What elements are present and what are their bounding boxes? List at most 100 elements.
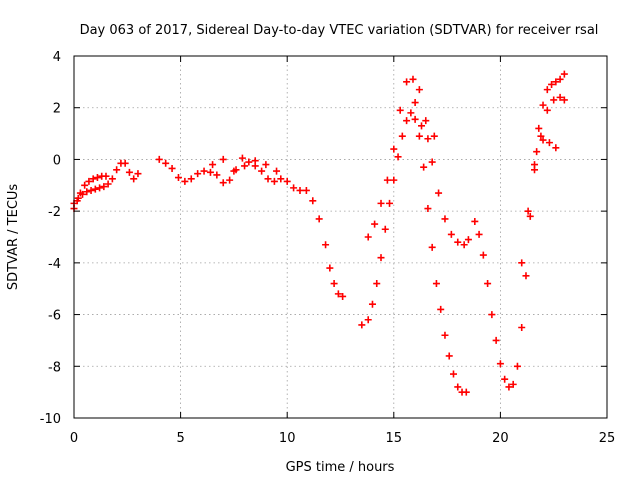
data-point [428, 243, 436, 251]
data-point [386, 199, 394, 207]
data-point [155, 155, 163, 163]
y-axis-label: SDTVAR / TECUs [6, 184, 21, 291]
data-point [479, 251, 487, 259]
data-point [330, 280, 338, 288]
y-tick-label: -2 [48, 205, 61, 220]
data-point [277, 175, 285, 183]
data-point [560, 70, 568, 78]
data-point [93, 174, 101, 182]
data-point [454, 383, 462, 391]
data-point [91, 185, 99, 193]
data-point [513, 362, 521, 370]
data-point [415, 132, 423, 140]
data-point [560, 96, 568, 104]
data-point [181, 177, 189, 185]
data-point [377, 199, 385, 207]
y-tick-label: -6 [48, 309, 61, 324]
data-point [364, 316, 372, 324]
data-point [475, 230, 483, 238]
data-point [130, 175, 138, 183]
data-point [552, 78, 560, 86]
x-tick-label: 0 [70, 431, 78, 446]
x-tick-label: 10 [279, 431, 296, 446]
data-point [424, 205, 432, 213]
data-point [531, 166, 539, 174]
data-point [108, 175, 116, 183]
y-tick-label: 0 [53, 153, 61, 168]
data-point [364, 233, 372, 241]
data-point [339, 292, 347, 300]
data-point [396, 106, 404, 114]
data-point [213, 171, 221, 179]
data-point [543, 86, 551, 94]
data-point [241, 162, 249, 170]
data-point [373, 280, 381, 288]
data-point [368, 300, 376, 308]
data-point [81, 181, 89, 189]
data-point [187, 175, 195, 183]
data-point [409, 75, 417, 83]
chart-title: Day 063 of 2017, Sidereal Day-to-day VTE… [80, 23, 599, 38]
data-point [428, 158, 436, 166]
data-point [162, 159, 170, 167]
data-point [200, 167, 208, 175]
data-point [509, 380, 517, 388]
data-point [79, 190, 87, 198]
data-point [209, 161, 217, 169]
data-point [334, 290, 342, 298]
data-point [315, 215, 323, 223]
data-point [492, 336, 500, 344]
data-point [441, 331, 449, 339]
data-point [104, 180, 112, 188]
data-point [403, 117, 411, 125]
y-tick-label: -8 [48, 360, 61, 375]
series-arc-4b [518, 93, 568, 267]
data-point [398, 132, 406, 140]
data-point [556, 93, 564, 101]
data-point [518, 259, 526, 267]
data-point [102, 172, 110, 180]
data-point [258, 167, 266, 175]
data-point [526, 212, 534, 220]
data-point [533, 148, 541, 156]
data-point [219, 155, 227, 163]
data-point [548, 80, 556, 88]
data-point [539, 136, 547, 144]
data-point [501, 375, 509, 383]
data-point [74, 194, 82, 202]
data-point [435, 189, 443, 197]
axis-ticks: 0 5 10 15 20 25 -10 -8 -6 -4 -2 0 2 4 [40, 50, 616, 446]
data-point [556, 75, 564, 83]
data-point [270, 177, 278, 185]
y-tick-label: -4 [48, 257, 61, 272]
data-point [371, 220, 379, 228]
data-point [264, 175, 272, 183]
data-point [290, 184, 298, 192]
series-arc-4c [533, 136, 560, 156]
data-point [96, 184, 104, 192]
data-point [174, 174, 182, 182]
x-tick-label: 15 [386, 431, 403, 446]
data-point [454, 238, 462, 246]
series-arc-4 [471, 70, 568, 391]
x-tick-label: 5 [176, 431, 184, 446]
data-point [168, 164, 176, 172]
data-point [522, 272, 530, 280]
data-point [422, 117, 430, 125]
series-arc-3a [358, 109, 470, 396]
data-point [403, 78, 411, 86]
data-point [432, 280, 440, 288]
data-point [219, 179, 227, 187]
data-point [524, 207, 532, 215]
y-tick-label: 2 [53, 102, 61, 117]
data-point [251, 157, 259, 165]
data-point [471, 217, 479, 225]
data-point [194, 170, 202, 178]
data-point [488, 311, 496, 319]
data-point [441, 215, 449, 223]
data-points [70, 70, 568, 396]
data-point [460, 241, 468, 249]
data-point [383, 176, 391, 184]
